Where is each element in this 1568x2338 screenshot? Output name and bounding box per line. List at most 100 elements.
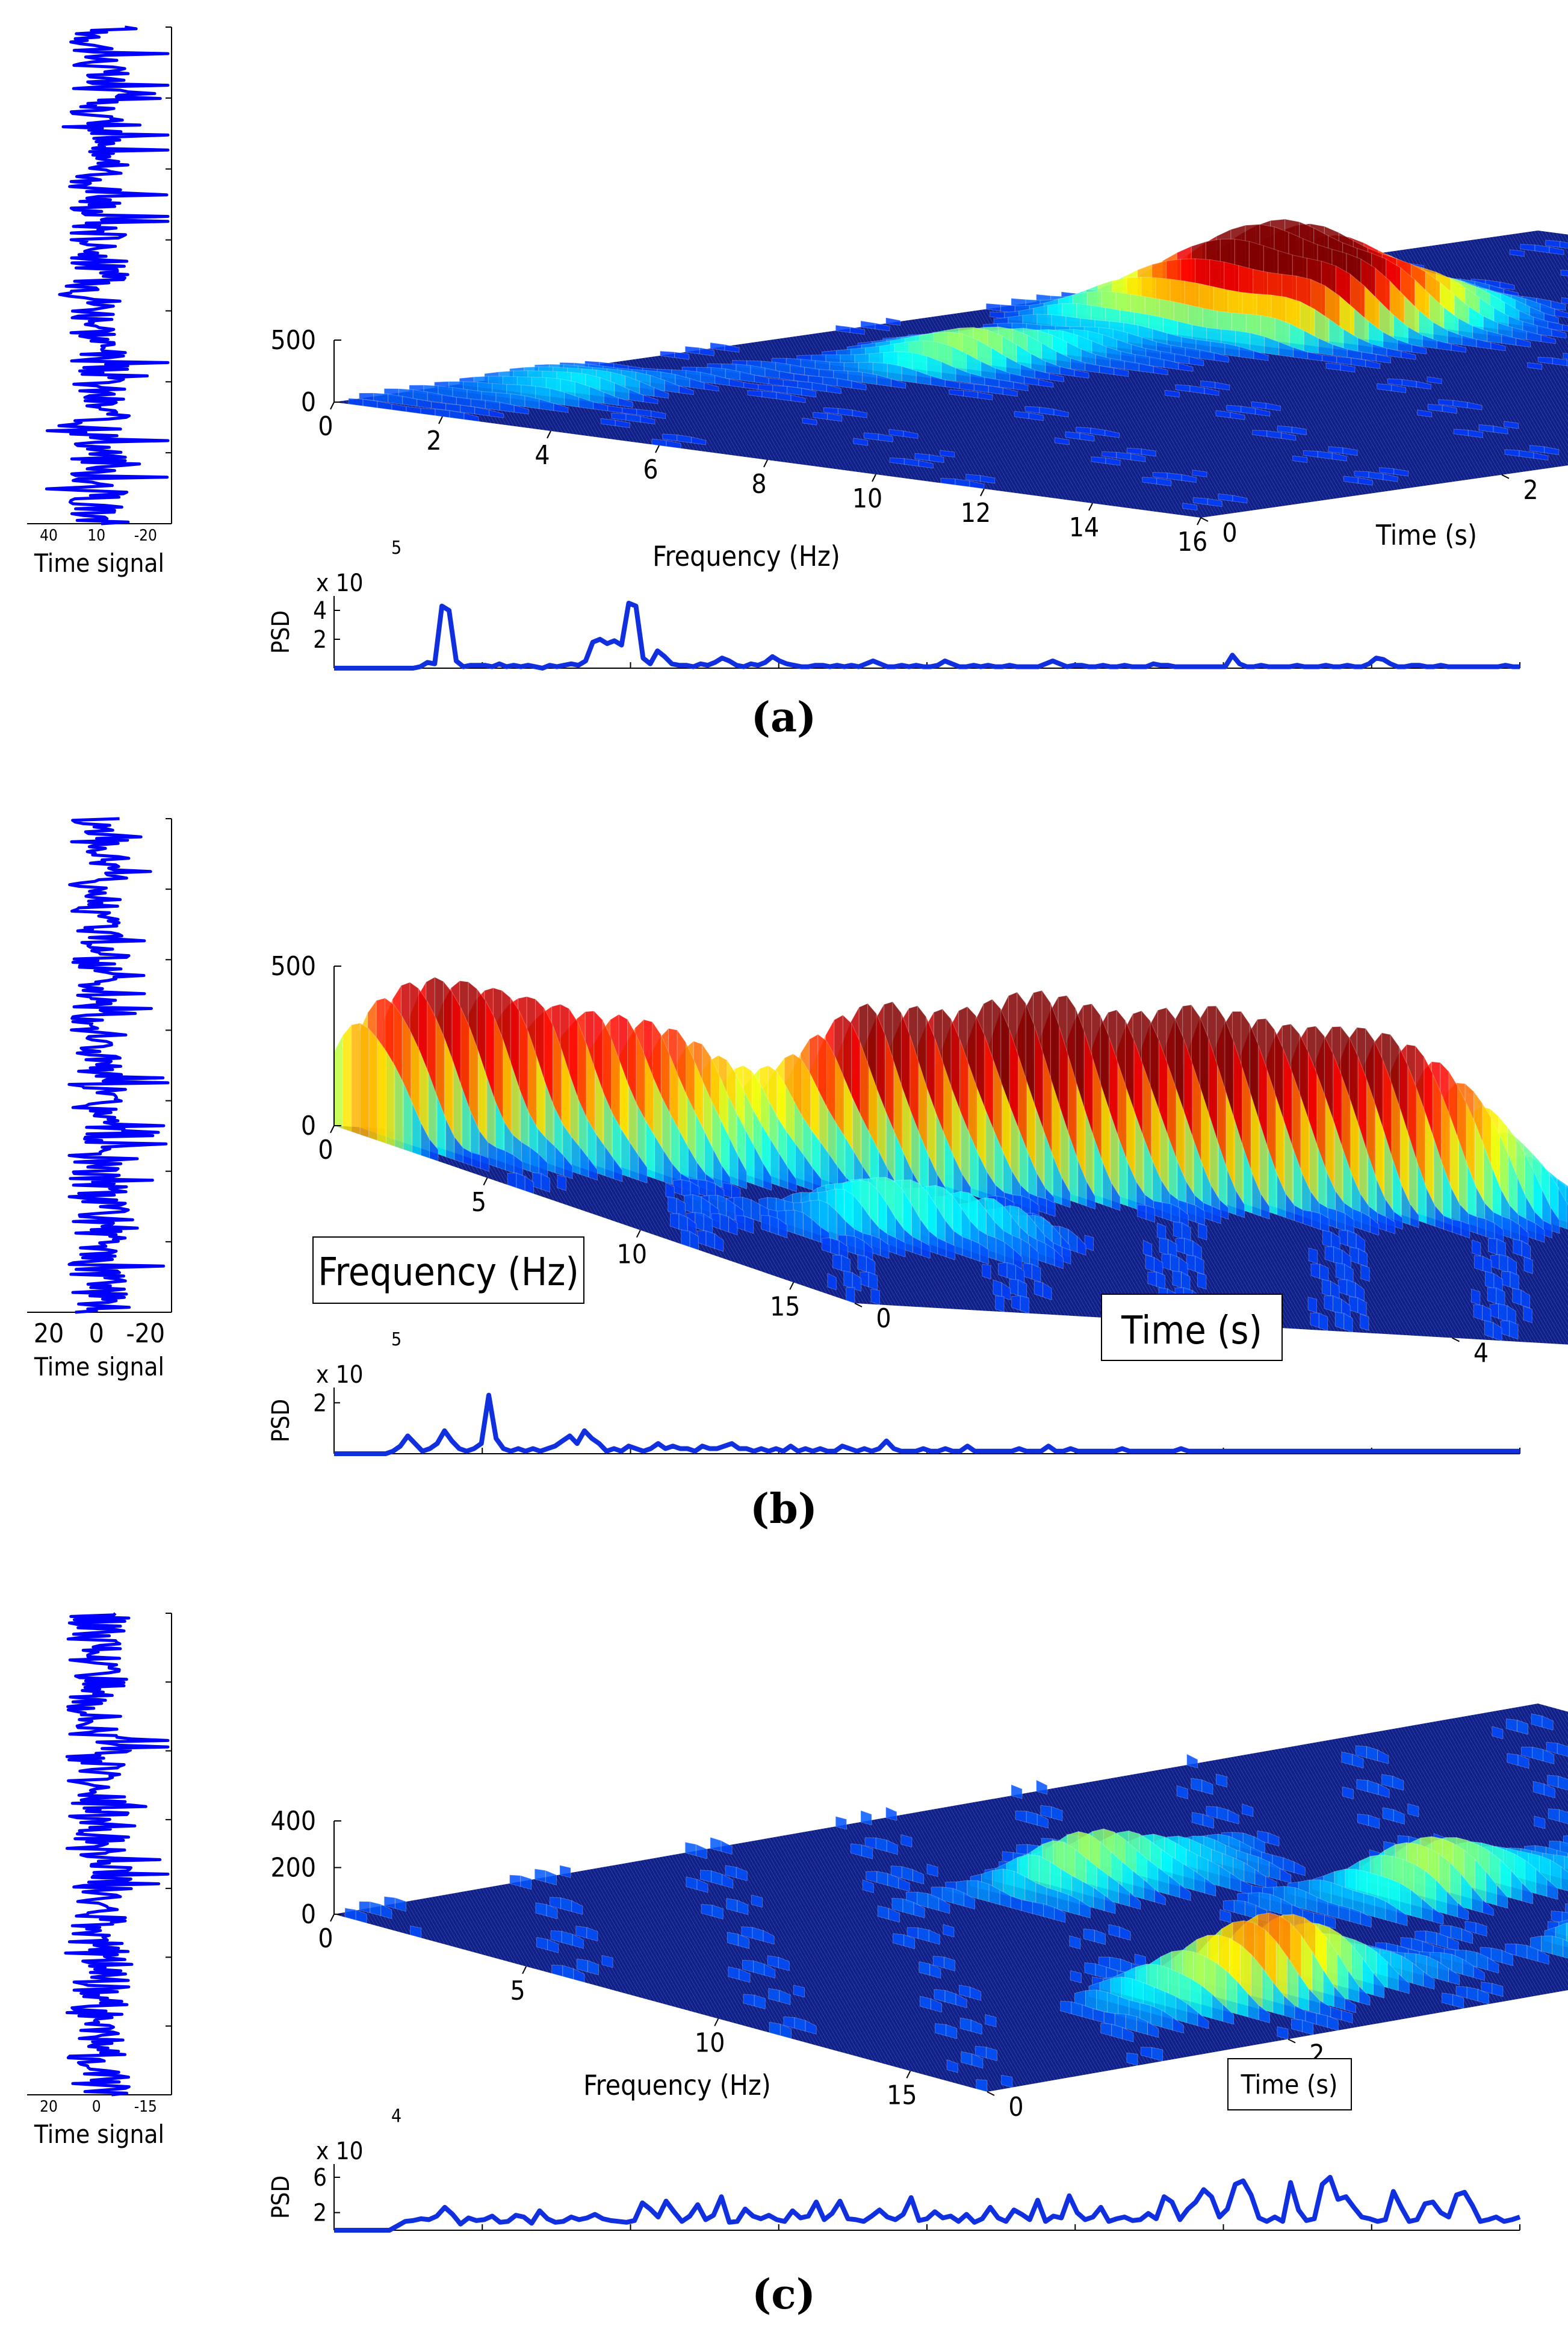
surface-facet	[1126, 2052, 1138, 2066]
surface-facet	[805, 2020, 817, 2035]
frequency-tick-label: 8	[751, 469, 766, 500]
surface-facet	[1544, 446, 1560, 455]
surface-facet	[737, 1933, 749, 1949]
psd-plot: 2 6 PSD x 10 4	[267, 2106, 1521, 2233]
surface-facet	[1170, 1253, 1180, 1274]
surface-facet	[849, 326, 865, 335]
surface-facet	[1086, 1180, 1095, 1210]
surface-facet	[1363, 1893, 1375, 1918]
surface-facet	[1142, 1239, 1153, 1257]
surface-facet	[1396, 1907, 1408, 1926]
surface-facet	[1302, 2020, 1314, 2035]
surface-facet	[1057, 1890, 1069, 1913]
surface-facet	[870, 1288, 880, 1306]
surface-facet	[496, 1147, 506, 1171]
surface-facet	[1551, 300, 1566, 311]
surface-facet	[851, 380, 867, 391]
surface-facet	[351, 1022, 361, 1135]
surface-facet	[830, 1237, 840, 1256]
surface-facet	[1215, 1773, 1227, 1788]
frequency-tick-label: 15	[887, 2080, 917, 2110]
surface-facet	[1391, 384, 1407, 394]
surface-facet	[1202, 1814, 1214, 1829]
surface-facet	[1499, 1254, 1508, 1273]
frequency-tick	[980, 488, 985, 497]
surface-facet	[827, 1273, 837, 1291]
surface-facet	[1546, 1878, 1558, 1900]
surface-facet	[1310, 1264, 1320, 1279]
surface-facet	[1501, 1949, 1513, 1967]
frequency-tick	[547, 430, 551, 439]
surface-facet	[1442, 405, 1457, 414]
surface-facet	[1427, 376, 1442, 385]
surface-facet	[1461, 1928, 1473, 1944]
surface-facet	[779, 2023, 792, 2039]
z-tick-label: 0	[301, 387, 316, 418]
surface-facet	[1543, 1783, 1555, 1799]
surface-facet	[1342, 447, 1358, 456]
surface-facet	[1452, 1219, 1461, 1236]
surface-facet	[1484, 1319, 1494, 1339]
surface-facet	[843, 1270, 853, 1289]
surface-facet	[739, 1968, 751, 1983]
psd-ylabel: PSD	[267, 1399, 295, 1442]
frequency-tick-label: 2	[426, 426, 441, 456]
surface-facet	[1184, 1238, 1194, 1257]
frequency-tick	[714, 2018, 719, 2026]
surface-facet	[970, 1986, 982, 2001]
surface-facet	[1357, 1297, 1367, 1316]
time-tick	[1288, 2038, 1296, 2044]
surface-facet	[377, 1038, 386, 1144]
surface-facet	[524, 1176, 535, 1194]
surface-facet	[1260, 1192, 1270, 1220]
surface-facet	[563, 1155, 573, 1180]
surface-facet	[1333, 1295, 1342, 1315]
surface-facet	[485, 400, 500, 411]
surface-facet	[1496, 1884, 1508, 1909]
surface-facet	[1053, 409, 1069, 418]
surface-plot: 051015024680500Frequency (Hz)Time (s)	[270, 951, 1568, 1369]
surface-facet	[1176, 1785, 1188, 1800]
surface-facet	[1552, 1935, 1564, 1958]
surface-facet	[878, 433, 893, 442]
surface-facet	[940, 477, 956, 486]
surface-facet	[1334, 1311, 1345, 1330]
surface-facet	[979, 1243, 989, 1265]
surface-plot: 0246810121416024680500Frequency (Hz)Time…	[270, 219, 1568, 572]
time-tick	[987, 2091, 995, 2096]
surface-facet	[926, 1863, 938, 1878]
psd-exponent: 4	[391, 2106, 401, 2127]
surface-facet	[1327, 2015, 1339, 2031]
surface-facet	[835, 1816, 847, 1830]
surface-facet	[1062, 1246, 1071, 1265]
surface-facet	[1310, 1312, 1319, 1329]
z-tick-label: 0	[301, 1899, 316, 1930]
surface-facet	[1393, 1211, 1403, 1230]
surface-facet	[1493, 1322, 1502, 1341]
time-signal-trace	[45, 25, 170, 526]
surface-facet	[976, 2079, 988, 2092]
surface-facet	[862, 1879, 874, 1894]
surface-facet	[1457, 1902, 1469, 1921]
z-tick-label: 500	[270, 951, 316, 982]
surface-facet	[1512, 1288, 1522, 1306]
time-axis-label: Time (s)	[1375, 519, 1477, 551]
surface-facet	[728, 1216, 738, 1236]
surface-facet	[1195, 1205, 1205, 1226]
surface-facet	[1509, 1320, 1519, 1340]
frequency-tick	[655, 445, 660, 453]
surface-facet	[1198, 1223, 1207, 1241]
surface-facet	[978, 391, 993, 400]
psd-multiplier: x 10	[316, 2138, 364, 2165]
surface-facet	[913, 1869, 925, 1885]
surface-facet	[1448, 1968, 1460, 1985]
time-signal-xtick-label: -20	[126, 1318, 165, 1349]
psd-ylabel: PSD	[267, 610, 295, 654]
surface-facet	[761, 1215, 770, 1233]
frequency-tick-label: 15	[770, 1291, 800, 1322]
surface-facet	[541, 1173, 550, 1193]
frequency-tick-label: 4	[535, 440, 550, 471]
surface-facet	[821, 1237, 831, 1253]
surface-facet	[1084, 1235, 1094, 1251]
